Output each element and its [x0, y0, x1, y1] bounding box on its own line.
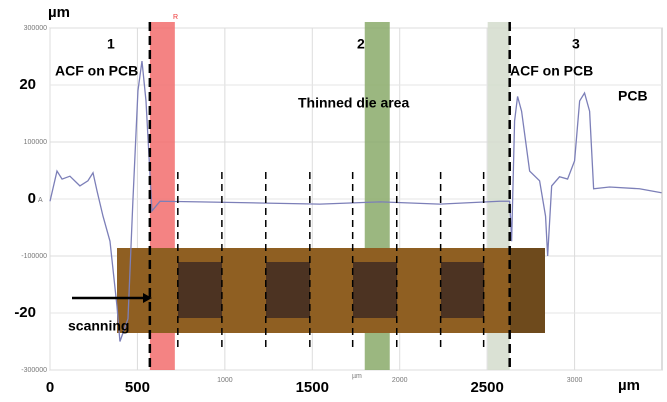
- pad: [266, 262, 310, 318]
- minor-x-tick-label: 3000: [567, 377, 583, 384]
- annotation: scanning: [68, 318, 129, 334]
- y-label-small: A: [38, 197, 43, 204]
- y-tick-label: 20: [19, 76, 36, 93]
- annotation: 2: [357, 36, 365, 52]
- y2-tick-label: 300000: [24, 25, 47, 32]
- edge: [510, 248, 545, 333]
- photo-overlay: [117, 248, 545, 333]
- pad: [178, 262, 222, 318]
- x-tick-label: 500: [125, 379, 150, 396]
- pad: [441, 262, 484, 318]
- x-label: µm: [618, 377, 640, 394]
- annotation: 1: [107, 36, 115, 52]
- x-tick-label: 0: [46, 379, 54, 396]
- profile: [49, 60, 662, 342]
- y2-tick-label: 100000: [24, 139, 47, 146]
- pad: [353, 262, 397, 318]
- annotation: ACF on PCB: [510, 63, 593, 79]
- marker: R: [173, 14, 178, 21]
- y-label: µm: [48, 4, 70, 21]
- minor-x-tick-label: 2000: [392, 377, 408, 384]
- dashed-lines: [148, 22, 511, 372]
- minor-x-tick-label: 1000: [217, 377, 233, 384]
- y2-tick-label: -100000: [21, 253, 47, 260]
- x-tick-label: 1500: [296, 379, 329, 396]
- annotation: ACF on PCB: [55, 63, 138, 79]
- annotation: 3: [572, 36, 580, 52]
- x-tick-label: 2500: [470, 379, 503, 396]
- annotation: Thinned die area: [298, 95, 409, 111]
- y-tick-label: -20: [14, 304, 36, 321]
- x-label-small: µm: [352, 373, 362, 380]
- y-tick-label: 0: [28, 190, 36, 207]
- series-line: [49, 60, 662, 342]
- arrow-head: [143, 293, 152, 303]
- annotation: PCB: [618, 88, 648, 104]
- y2-tick-label: -300000: [21, 367, 47, 374]
